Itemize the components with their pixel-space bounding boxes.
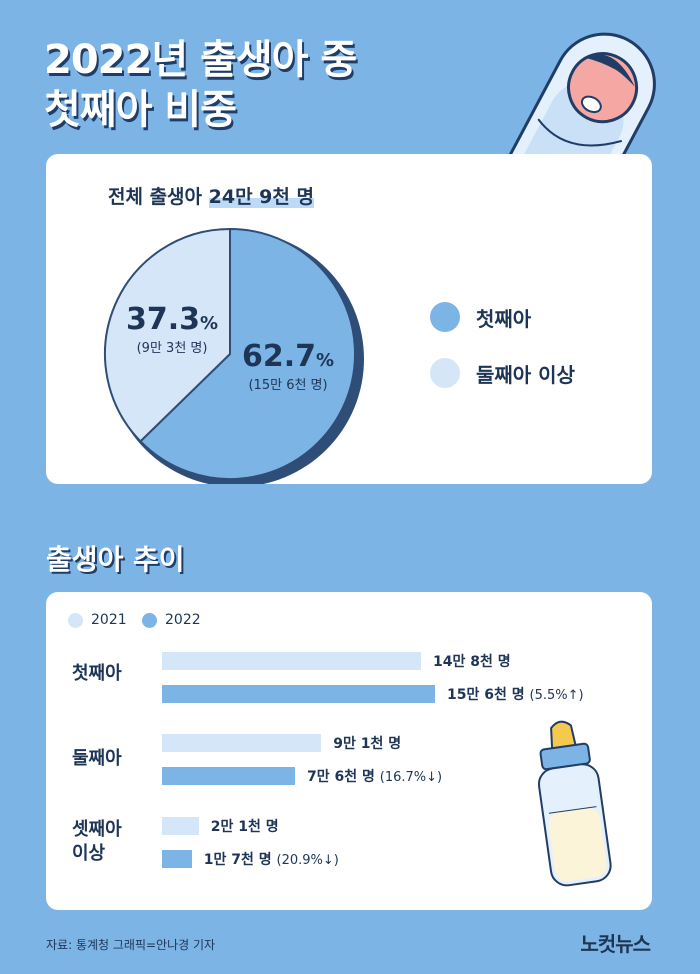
legend-label-2021: 2021 xyxy=(91,612,127,628)
bar-value-second-2021: 9만 1천 명 xyxy=(333,736,402,752)
bar-label-third-2022: 1만 7천 명 (20.9%↓) xyxy=(204,849,339,869)
slice-first-count: (15만 6천 명) xyxy=(248,378,328,393)
legend-swatch-second xyxy=(430,358,460,388)
legend-label-second: 둘째아 이상 xyxy=(476,362,575,387)
pie-legend-first: 첫째아 xyxy=(430,302,531,332)
bar-value-first-2022: 15만 6천 명 xyxy=(447,687,525,703)
slice-first-unit: % xyxy=(316,350,335,371)
pie-slice-first-child xyxy=(139,227,356,480)
bar-change-first: (5.5%↑) xyxy=(529,688,584,703)
bar-label-third-2021: 2만 1천 명 xyxy=(211,816,279,836)
title-line-2: 첫째아 비중 xyxy=(44,87,237,133)
bar-label-first-2022: 15만 6천 명 (5.5%↑) xyxy=(447,684,584,704)
bar-label-second-2021: 9만 1천 명 xyxy=(333,733,401,753)
bar-second-2021 xyxy=(162,734,322,752)
bar-value-third-2021: 2만 1천 명 xyxy=(210,819,279,835)
bar-change-second: (16.7%↓) xyxy=(379,770,443,785)
legend-label-first: 첫째아 xyxy=(476,306,532,331)
title-line-1: 2022년 출생아 중 xyxy=(44,37,357,83)
source-credit: 자료: 통계청 그래픽=안나경 기자 xyxy=(46,938,216,952)
bar-value-third-2022: 1만 7천 명 xyxy=(203,852,272,868)
trend-section-title: 출생아 추이 xyxy=(46,543,185,576)
legend-swatch-2022 xyxy=(142,612,157,628)
bar-label-second-2022: 7만 6천 명 (16.7%↓) xyxy=(307,766,442,786)
bar-chart-card: 2021 2022 첫째아 둘째아 셋째아 이상 14만 8천 명 15만 6천… xyxy=(46,592,652,910)
slice-label-first: 62.7% (15만 6천 명) xyxy=(242,339,334,393)
pie-chart-card: 전체 출생아 24만 9천 명 37.3% (9만 3천 명) 62.7% (1… xyxy=(46,154,652,484)
publisher-logo: 노컷뉴스 xyxy=(580,932,651,956)
category-label-first: 첫째아 xyxy=(72,663,122,684)
category-label-second: 둘째아 xyxy=(72,748,122,769)
slice-first-pct: 62.7 xyxy=(242,339,317,374)
bar-third-2021 xyxy=(162,817,199,835)
milk-bottle-illustration xyxy=(537,720,612,887)
pie-slice-second-or-more xyxy=(104,227,231,443)
legend-swatch-2021 xyxy=(68,612,83,628)
legend-2021: 2021 xyxy=(68,612,127,628)
slice-second-unit: % xyxy=(200,313,219,334)
legend-label-2022: 2022 xyxy=(165,612,201,628)
category-label-third-line1: 셋째아 xyxy=(72,819,122,840)
pie-chart xyxy=(104,227,364,484)
slice-second-count: (9만 3천 명) xyxy=(136,341,208,356)
pie-legend-second: 둘째아 이상 xyxy=(430,358,575,388)
slice-second-pct: 37.3 xyxy=(126,302,201,337)
bar-first-2021 xyxy=(162,652,421,670)
bar-change-third: (20.9%↓) xyxy=(276,853,339,868)
total-value: 24만 9천 명 xyxy=(208,186,314,208)
category-label-third-line2: 이상 xyxy=(72,843,106,864)
bar-third-2022 xyxy=(162,850,192,868)
bar-label-first-2021: 14만 8천 명 xyxy=(433,651,511,671)
legend-2022: 2022 xyxy=(142,612,201,628)
slice-label-second: 37.3% (9만 3천 명) xyxy=(126,302,218,356)
bar-second-2022 xyxy=(162,767,295,785)
bar-first-2022 xyxy=(162,685,435,703)
bar-value-first-2021: 14만 8천 명 xyxy=(433,654,511,670)
total-prefix: 전체 출생아 xyxy=(108,186,209,208)
legend-swatch-first xyxy=(430,302,460,332)
total-births-label: 전체 출생아 24만 9천 명 xyxy=(108,182,314,209)
bar-value-second-2022: 7만 6천 명 xyxy=(307,769,375,785)
